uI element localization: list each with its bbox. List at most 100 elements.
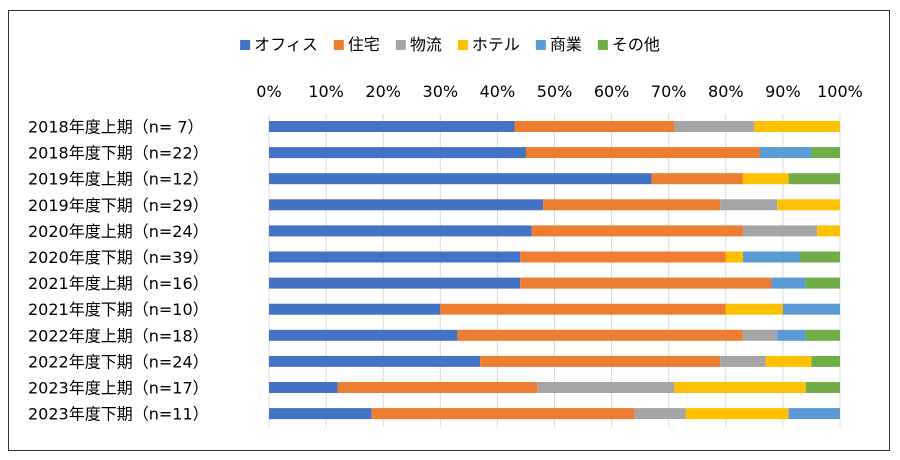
legend-item-1: 住宅 [333,35,380,54]
bar-11-series-4 [788,408,840,420]
legend-swatch [240,40,251,50]
category-label: 2020年度下期（n=39） [28,248,209,267]
bar-9-series-5 [811,355,840,367]
bar-0-series-3 [754,121,840,132]
legend-swatch [535,40,546,50]
bar-5-series-1 [520,251,726,263]
bar-8-series-5 [805,329,840,341]
legend-label: ホテル [472,35,520,54]
category-label: 2022年度上期（n=18） [28,326,209,345]
bar-7-series-1 [440,303,726,315]
bar-0-series-1 [514,121,675,132]
x-tick-label: 80% [708,82,744,101]
legend-label: 住宅 [348,35,380,54]
bar-1-series-5 [811,147,840,159]
bar-2-series-5 [788,173,840,185]
bar-7-series-4 [782,303,840,315]
bar-9-series-2 [720,355,766,367]
bar-1-series-0 [269,147,526,159]
bar-7-series-0 [269,303,441,315]
bar-1-series-1 [525,147,761,159]
category-label: 2021年度上期（n=16） [28,274,209,293]
legend-item-0: オフィス [240,35,318,54]
bar-1-series-4 [760,147,812,159]
category-label: 2023年度上期（n=17） [28,379,209,398]
bar-4-series-3 [817,225,840,237]
bar-5-series-5 [800,251,840,263]
category-label: 2018年度上期（n= 7） [28,118,204,137]
bar-9-series-0 [269,355,481,367]
bar-5-series-0 [269,251,521,263]
bar-7-series-3 [725,303,783,315]
bar-3-series-3 [777,199,840,211]
bar-11-series-2 [634,408,686,420]
x-tick-label: 30% [423,82,459,101]
x-tick-label: 10% [308,82,344,101]
bar-10-series-3 [674,382,806,393]
bar-8-series-0 [269,329,458,341]
x-tick-label: 70% [651,82,687,101]
category-label: 2021年度下期（n=10） [28,300,209,319]
bar-2-series-0 [269,173,652,185]
bar-10-series-2 [537,382,675,393]
bar-5-series-3 [725,251,743,263]
legend-label: 物流 [410,35,442,54]
category-label: 2023年度下期（n=11） [28,405,209,424]
bar-4-series-2 [742,225,818,237]
legend: オフィス 住宅 物流 ホテル 商業 その他 [240,35,660,54]
legend-swatch [395,40,406,50]
bars [269,121,840,420]
legend-swatch [457,40,468,50]
category-label: 2022年度下期（n=24） [28,352,209,371]
category-labels: 2018年度上期（n= 7） 2018年度下期（n=22） 2019年度上期（n=1… [28,118,209,424]
bar-10-series-5 [805,382,840,393]
bar-3-series-1 [543,199,721,211]
category-label: 2018年度下期（n=22） [28,144,209,163]
legend-swatch [597,40,608,50]
bar-0-series-2 [674,121,755,132]
bar-8-series-2 [742,329,778,341]
legend-item-2: 物流 [395,35,442,54]
bar-9-series-3 [765,355,812,367]
bar-2-series-3 [742,173,789,185]
x-tick-label: 100% [817,82,863,101]
bar-10-series-0 [269,382,338,393]
x-tick-label: 40% [480,82,516,101]
bar-6-series-0 [269,277,521,289]
legend-swatch [333,40,344,50]
legend-item-3: ホテル [457,35,520,54]
x-tick-label: 60% [594,82,630,101]
bar-11-series-0 [269,408,372,420]
category-label: 2019年度上期（n=12） [28,170,209,189]
x-tick-label: 50% [537,82,573,101]
bar-4-series-0 [269,225,532,237]
bar-0-series-0 [269,121,515,132]
x-tick-label: 20% [365,82,401,101]
bar-3-series-0 [269,199,544,211]
bar-5-series-4 [742,251,801,263]
legend-label: その他 [612,35,660,54]
legend-item-5: その他 [597,35,660,54]
bar-9-series-1 [480,355,721,367]
category-label: 2020年度上期（n=24） [28,222,209,241]
legend-label: 商業 [550,35,582,54]
legend-item-4: 商業 [535,35,582,54]
bar-10-series-1 [337,382,538,393]
bar-8-series-4 [777,329,806,341]
bar-11-series-1 [371,408,635,420]
bar-2-series-1 [651,173,743,185]
bar-6-series-4 [771,277,806,289]
bar-11-series-3 [685,408,789,420]
bar-3-series-2 [720,199,778,211]
legend-label: オフィス [254,35,318,54]
bar-6-series-5 [805,277,840,289]
bar-4-series-1 [531,225,743,237]
x-axis-ticks: 0% 10% 20% 30% 40% 50% 60% 70% 80% 90% 100% [256,82,863,101]
category-label: 2019年度下期（n=29） [28,196,209,215]
bar-8-series-1 [457,329,743,341]
x-tick-label: 90% [765,82,801,101]
gridlines [268,114,841,427]
chart-frame [8,10,890,451]
x-tick-label: 0% [256,82,281,101]
